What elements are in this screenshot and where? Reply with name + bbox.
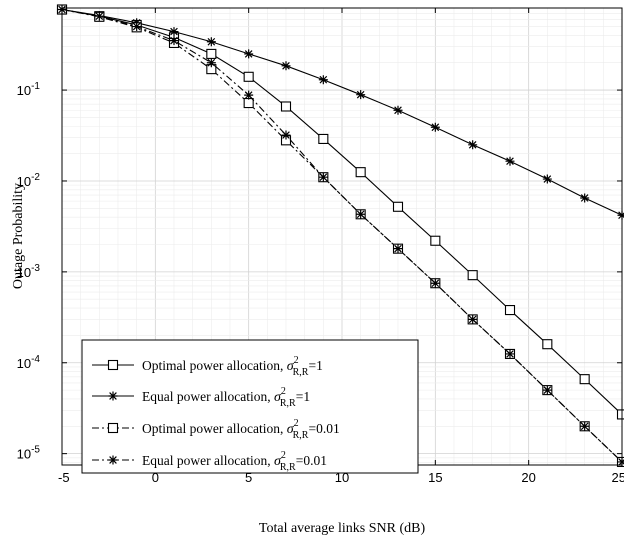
y-tick-label: 10-5 xyxy=(17,445,41,462)
series-line xyxy=(61,8,623,415)
legend-entry: Optimal power allocation, σ2 R,R=0.01 xyxy=(92,418,340,441)
y-axis-label: Outage Probability xyxy=(11,183,26,289)
data-point-square xyxy=(280,101,292,112)
y-tick-label: 10-3 xyxy=(17,263,41,280)
legend-label: Equal power allocation, σ2 R,R=1 xyxy=(142,386,310,409)
data-point-square xyxy=(616,409,624,420)
data-point-star xyxy=(356,209,366,219)
y-tick-label: 10-1 xyxy=(17,81,41,98)
legend-box xyxy=(81,339,419,474)
x-tick-label: 25 xyxy=(612,470,624,485)
data-point-star xyxy=(580,421,590,431)
data-point-square xyxy=(206,48,217,59)
y-tick-label: 10-4 xyxy=(17,354,41,371)
data-point-square xyxy=(107,422,119,434)
data-point-star xyxy=(542,174,552,184)
data-point-star xyxy=(468,140,478,150)
x-tick-label: 10 xyxy=(335,470,349,485)
x-tick-label: 20 xyxy=(521,470,535,485)
data-point-star xyxy=(542,385,552,395)
legend-entry: Equal power allocation, σ2 R,R=1 xyxy=(92,386,310,409)
data-point-star xyxy=(318,75,328,85)
data-point-star xyxy=(94,11,104,21)
legend-entry: Optimal power allocation, σ2 R,R=1 xyxy=(92,355,323,378)
data-point-square xyxy=(430,235,441,246)
legend-label: Equal power allocation, σ2 R,R=0.01 xyxy=(142,450,327,473)
data-point-star xyxy=(505,349,515,359)
data-point-star xyxy=(580,193,590,203)
data-point-square xyxy=(392,201,404,212)
series-line xyxy=(61,8,623,216)
data-point-star xyxy=(108,455,118,465)
x-tick-label: 5 xyxy=(245,470,252,485)
data-point-square xyxy=(318,133,329,144)
data-point-star xyxy=(393,244,403,254)
series-2 xyxy=(57,5,624,220)
data-point-star xyxy=(318,172,328,182)
data-point-star xyxy=(244,90,254,100)
data-point-star xyxy=(281,130,291,140)
data-point-square xyxy=(467,270,478,281)
legend: Optimal power allocation, σ2 R,R=1 Equal p… xyxy=(81,339,419,474)
series-line xyxy=(61,8,623,463)
data-point-square xyxy=(107,359,119,371)
x-tick-label: 0 xyxy=(152,470,159,485)
data-point-star xyxy=(281,61,291,71)
x-axis-label: Total average links SNR (dB) xyxy=(259,521,426,536)
y-tick-label: 10-2 xyxy=(17,172,41,189)
series-layer xyxy=(56,4,624,468)
legend-label: Optimal power allocation, σ2 R,R=1 xyxy=(142,355,323,378)
data-point-square xyxy=(243,97,254,109)
data-point-square xyxy=(542,339,553,350)
data-point-star xyxy=(206,58,216,68)
data-point-star xyxy=(430,122,440,132)
data-point-star xyxy=(393,105,403,115)
data-point-square xyxy=(579,374,590,385)
data-point-square xyxy=(243,71,254,82)
x-tick-label: 15 xyxy=(428,470,442,485)
data-point-star xyxy=(430,278,440,288)
data-point-star xyxy=(356,90,366,100)
data-point-star xyxy=(108,391,118,401)
data-point-star xyxy=(132,22,142,32)
data-point-star xyxy=(169,36,179,46)
legend-label: Optimal power allocation, σ2 R,R=0.01 xyxy=(142,418,340,441)
axis-ticks: -5 0 5 10 15 20 25 10-1 10-2 10-3 10-4 10-5 xyxy=(17,8,624,485)
data-point-square xyxy=(355,167,366,178)
data-point-star xyxy=(169,27,179,37)
data-point-star xyxy=(206,37,216,47)
data-point-star xyxy=(505,156,515,166)
legend-entry: Equal power allocation, σ2 R,R=0.01 xyxy=(92,450,327,473)
x-tick-label: -5 xyxy=(58,470,70,485)
data-point-star xyxy=(468,314,478,324)
data-point-square xyxy=(504,305,516,316)
data-point-star xyxy=(244,49,254,59)
